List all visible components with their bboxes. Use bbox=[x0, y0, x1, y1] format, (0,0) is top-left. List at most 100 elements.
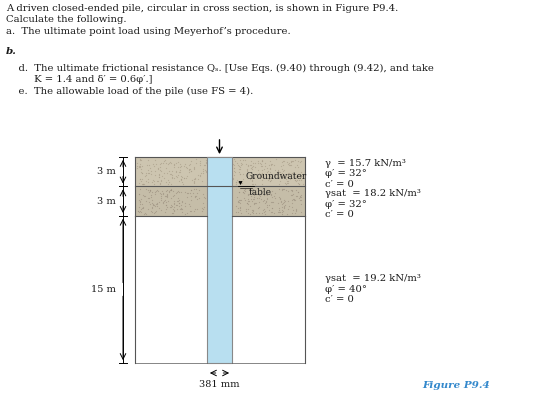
Point bbox=[248, 164, 256, 170]
Point bbox=[223, 156, 232, 163]
Point bbox=[290, 175, 299, 181]
Point bbox=[214, 172, 222, 179]
Point bbox=[176, 205, 184, 212]
Point bbox=[177, 175, 186, 182]
Point bbox=[261, 210, 269, 217]
Point bbox=[161, 179, 170, 186]
Point bbox=[294, 195, 303, 201]
Point bbox=[133, 208, 142, 214]
Point bbox=[144, 189, 153, 195]
Point bbox=[235, 165, 244, 172]
Point bbox=[169, 188, 177, 195]
Point bbox=[295, 177, 304, 183]
Point bbox=[195, 195, 203, 201]
Point bbox=[146, 193, 155, 200]
Point bbox=[135, 180, 144, 186]
Point bbox=[203, 173, 212, 180]
Point bbox=[141, 198, 150, 205]
Point bbox=[243, 199, 251, 206]
Point bbox=[151, 157, 160, 164]
Point bbox=[224, 165, 233, 171]
Point bbox=[297, 158, 306, 165]
Point bbox=[150, 178, 158, 185]
Point bbox=[140, 210, 149, 217]
Point bbox=[157, 206, 165, 213]
Point bbox=[198, 190, 207, 197]
Point bbox=[286, 162, 295, 168]
Point bbox=[233, 161, 242, 168]
Point bbox=[270, 167, 279, 173]
Point bbox=[183, 165, 191, 172]
Point bbox=[287, 170, 295, 177]
Point bbox=[234, 178, 243, 185]
Text: K = 1.4 and δ′ = 0.6φ′.]: K = 1.4 and δ′ = 0.6φ′.] bbox=[6, 76, 152, 85]
Point bbox=[291, 208, 300, 214]
Point bbox=[278, 166, 287, 172]
Point bbox=[228, 161, 237, 168]
Point bbox=[147, 197, 156, 204]
Point bbox=[228, 175, 237, 182]
Point bbox=[285, 176, 294, 182]
Point bbox=[239, 175, 248, 182]
Point bbox=[280, 203, 288, 210]
Point bbox=[249, 196, 257, 203]
Point bbox=[142, 186, 151, 192]
Point bbox=[140, 193, 149, 199]
Point bbox=[275, 181, 284, 188]
Point bbox=[229, 167, 238, 174]
Point bbox=[135, 186, 144, 192]
Point bbox=[167, 187, 176, 193]
Text: Figure P9.4: Figure P9.4 bbox=[422, 381, 490, 390]
Point bbox=[202, 160, 211, 166]
Point bbox=[226, 164, 234, 171]
Point bbox=[257, 170, 266, 176]
Point bbox=[162, 205, 170, 212]
Point bbox=[261, 190, 270, 197]
Point bbox=[239, 195, 248, 202]
Point bbox=[190, 186, 199, 193]
Point bbox=[287, 158, 296, 164]
Point bbox=[287, 170, 296, 176]
Point bbox=[135, 204, 144, 211]
Point bbox=[280, 204, 288, 210]
Point bbox=[268, 205, 276, 211]
Point bbox=[267, 199, 275, 205]
Point bbox=[255, 210, 264, 216]
Point bbox=[145, 188, 154, 195]
Point bbox=[144, 156, 152, 163]
Point bbox=[248, 181, 257, 187]
Point bbox=[175, 200, 183, 207]
Point bbox=[265, 168, 274, 175]
Point bbox=[166, 204, 175, 210]
Point bbox=[296, 193, 305, 200]
Point bbox=[166, 203, 175, 210]
Point bbox=[293, 158, 302, 164]
Point bbox=[289, 196, 298, 203]
Point bbox=[221, 177, 230, 184]
Point bbox=[244, 163, 253, 170]
Point bbox=[251, 160, 259, 167]
Point bbox=[262, 199, 271, 205]
Point bbox=[295, 193, 304, 200]
Point bbox=[222, 178, 231, 185]
Point bbox=[162, 187, 170, 194]
Point bbox=[174, 159, 182, 165]
Text: φ′ = 32°: φ′ = 32° bbox=[325, 169, 367, 178]
Point bbox=[234, 162, 243, 169]
Point bbox=[258, 210, 267, 216]
Point bbox=[170, 161, 179, 168]
Text: e.  The allowable load of the pile (use FS = 4).: e. The allowable load of the pile (use F… bbox=[6, 87, 254, 96]
Point bbox=[233, 209, 242, 216]
Point bbox=[263, 168, 272, 174]
Point bbox=[147, 167, 156, 174]
Point bbox=[195, 186, 204, 193]
Point bbox=[228, 171, 237, 178]
Point bbox=[265, 202, 274, 208]
Point bbox=[223, 181, 232, 188]
Point bbox=[275, 205, 283, 212]
Point bbox=[168, 171, 176, 178]
Point bbox=[196, 171, 205, 178]
Point bbox=[230, 165, 239, 172]
Point bbox=[199, 200, 207, 207]
Point bbox=[187, 207, 195, 214]
